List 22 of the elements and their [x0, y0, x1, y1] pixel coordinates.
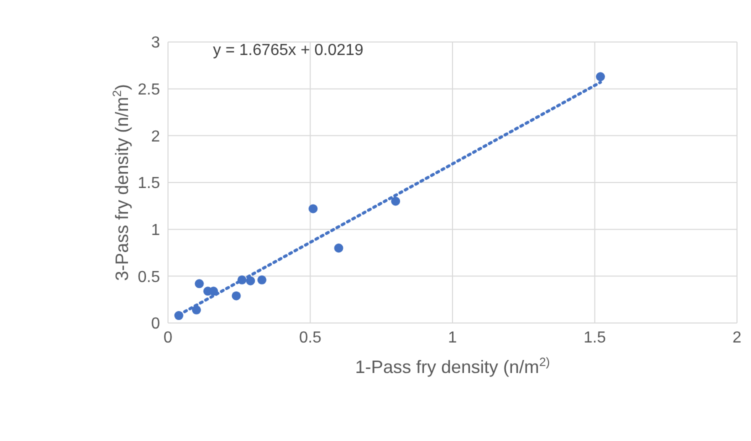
point: [194, 279, 204, 288]
y-tick-label: 0: [151, 316, 160, 333]
point: [308, 204, 318, 214]
x-tick-label: 0.5: [299, 329, 322, 346]
x-tick-label: 0: [164, 329, 173, 346]
y-tick-label: 2.5: [138, 82, 160, 99]
annotation: y = 1.6765x + 0.0219: [213, 42, 364, 60]
y-tick-label: 0.5: [138, 268, 160, 286]
point: [334, 244, 344, 253]
x-axis-title: 1-Pass fry density (n/m$^{2)}$: [355, 355, 550, 377]
y-tick-label: 1: [151, 222, 160, 240]
y-tick-label: 3: [151, 34, 160, 52]
point: [596, 72, 605, 82]
x-tick-label: 2: [732, 329, 742, 346]
x-tick-label: 1.5: [584, 329, 606, 346]
y-tick-label: 1.5: [138, 175, 160, 192]
y-tick-label: 2: [151, 128, 160, 146]
point: [246, 276, 256, 286]
x-tick-label: 1: [448, 329, 458, 346]
point: [257, 275, 266, 284]
point: [391, 196, 400, 206]
point: [232, 291, 241, 300]
